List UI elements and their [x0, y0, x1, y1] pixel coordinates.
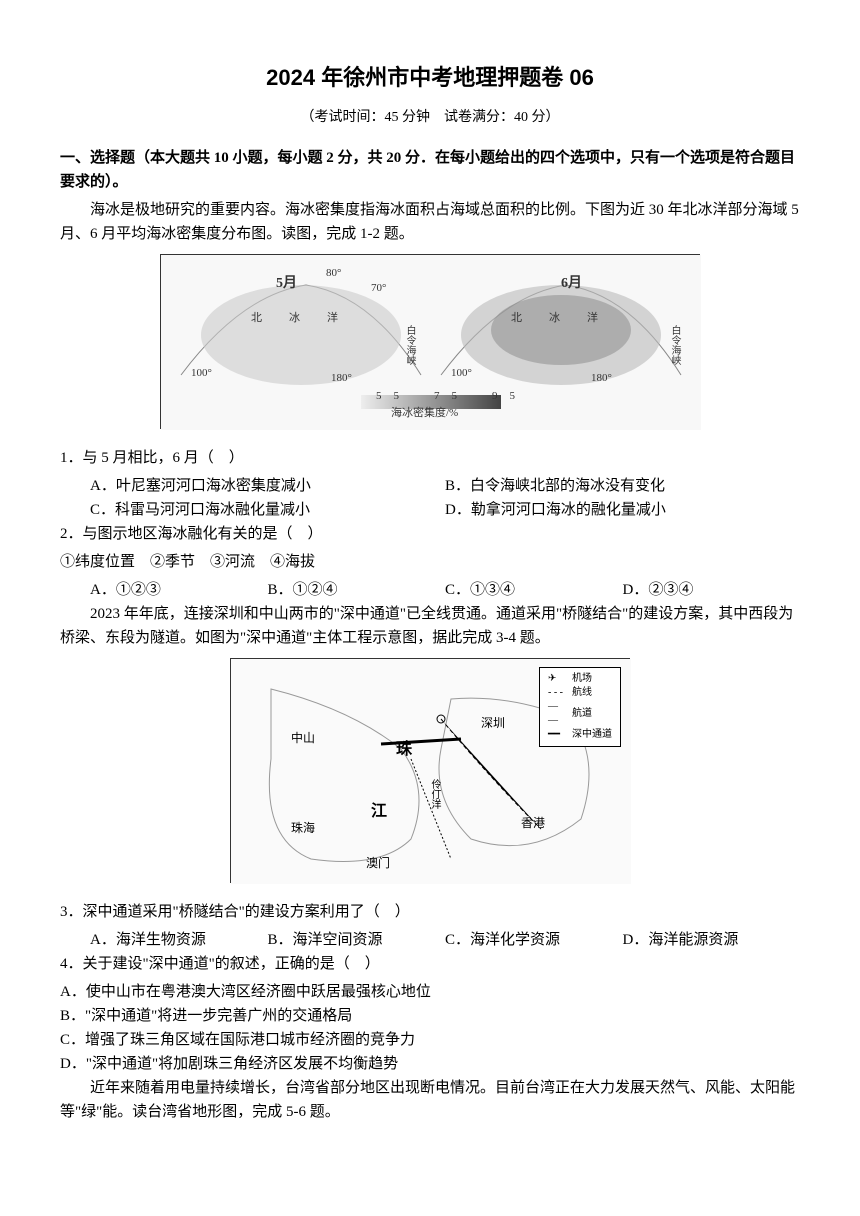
legend-airline-label: 航线: [572, 686, 592, 700]
q2-option-c: C．①③④: [445, 578, 623, 602]
q3-option-a: A．海洋生物资源: [90, 928, 268, 952]
q2-option-a: A．①②③: [90, 578, 268, 602]
fig1-lon-180-l: 180°: [331, 370, 352, 388]
fig1-month-june: 6月: [561, 273, 582, 295]
question-4: 4．关于建设"深中通道"的叙述，正确的是（ ）: [60, 952, 800, 976]
figure-1-container: 5月 6月 北 冰 洋 北 冰 洋 白令海峡 白令海峡 100° 180° 10…: [60, 254, 800, 438]
fig1-scale-label: 海冰密集度/%: [391, 405, 458, 423]
fig1-lon-100-l: 100°: [191, 365, 212, 383]
question-4-options: A．使中山市在粤港澳大湾区经济圈中跃居最强核心地位 B．"深中通道"将进一步完善…: [60, 980, 800, 1076]
question-3-options: A．海洋生物资源 B．海洋空间资源 C．海洋化学资源 D．海洋能源资源: [60, 928, 800, 952]
figure-1-sea-ice-map: 5月 6月 北 冰 洋 北 冰 洋 白令海峡 白令海峡 100° 180° 10…: [160, 254, 700, 429]
city-shenzhen: 深圳: [481, 714, 505, 733]
q1-option-d: D．勒拿河河口海冰的融化量减小: [445, 498, 800, 522]
q4-option-b: B．"深中通道"将进一步完善广州的交通格局: [60, 1004, 800, 1028]
q4-option-a: A．使中山市在粤港澳大湾区经济圈中跃居最强核心地位: [60, 980, 800, 1004]
fig1-ocean-right: 北 冰 洋: [511, 310, 606, 328]
fig1-scale-values: 55 75 95: [376, 388, 527, 406]
q3-option-b: B．海洋空间资源: [268, 928, 446, 952]
water-lingding: 伶仃洋: [426, 779, 442, 809]
figure-2-shenzhong-map: 中山 深圳 珠海 香港 澳门 珠 江 伶仃洋 ✈机场 - - -航线 — —航道…: [230, 658, 630, 883]
question-1: 1．与 5 月相比，6 月（ ）: [60, 446, 800, 470]
legend-airline: - - -航线: [548, 686, 612, 700]
fig1-strait-left: 白令海峡: [401, 325, 417, 365]
legend-airport-label: 机场: [572, 672, 592, 686]
q1-option-a: A．叶尼塞河河口海冰密集度减小: [90, 474, 445, 498]
question-1-options: A．叶尼塞河河口海冰密集度减小 B．白令海峡北部的海冰没有变化 C．科雷马河河口…: [60, 474, 800, 522]
exam-title: 2024 年徐州市中考地理押题卷 06: [60, 60, 800, 95]
question-2: 2．与图示地区海冰融化有关的是（ ）: [60, 522, 800, 546]
figure-2-legend: ✈机场 - - -航线 — —航道 ━━深中通道: [539, 667, 621, 747]
exam-subtitle: （考试时间：45 分钟 试卷满分：40 分）: [60, 107, 800, 129]
fig1-lon-100-r: 100°: [451, 365, 472, 383]
section-1-header: 一、选择题（本大题共 10 小题，每小题 2 分，共 20 分．在每小题给出的四…: [60, 146, 800, 194]
passage-2: 2023 年年底，连接深圳和中山两市的"深中通道"已全线贯通。通道采用"桥隧结合…: [60, 602, 800, 650]
fig1-lon-180-r: 180°: [591, 370, 612, 388]
passage-3: 近年来随着用电量持续增长，台湾省部分地区出现断电情况。目前台湾正在大力发展天然气…: [60, 1076, 800, 1124]
fig1-ocean-left: 北 冰 洋: [251, 310, 346, 328]
water-pearl: 珠: [396, 737, 412, 763]
legend-tunnel-label: 深中通道: [572, 728, 612, 742]
water-river: 江: [371, 799, 387, 825]
fig1-month-may: 5月: [276, 273, 297, 295]
fig1-strait-right: 白令海峡: [666, 325, 682, 365]
figure-2-container: 中山 深圳 珠海 香港 澳门 珠 江 伶仃洋 ✈机场 - - -航线 — —航道…: [60, 658, 800, 892]
city-zhuhai: 珠海: [291, 819, 315, 838]
q3-option-d: D．海洋能源资源: [623, 928, 801, 952]
question-2-items: ①纬度位置 ②季节 ③河流 ④海拔: [60, 550, 800, 574]
legend-tunnel: ━━深中通道: [548, 728, 612, 742]
city-macau: 澳门: [366, 854, 390, 873]
q1-option-b: B．白令海峡北部的海冰没有变化: [445, 474, 800, 498]
legend-shipping-label: 航道: [572, 707, 592, 721]
q4-option-c: C．增强了珠三角区域在国际港口城市经济圈的竞争力: [60, 1028, 800, 1052]
q2-option-d: D．②③④: [623, 578, 801, 602]
question-3: 3．深中通道采用"桥隧结合"的建设方案利用了（ ）: [60, 900, 800, 924]
city-hongkong: 香港: [521, 814, 545, 833]
passage-1: 海冰是极地研究的重要内容。海冰密集度指海冰面积占海域总面积的比例。下图为近 30…: [60, 198, 800, 246]
fig1-lat-80-l: 80°: [326, 265, 341, 283]
question-2-options: A．①②③ B．①②④ C．①③④ D．②③④: [60, 578, 800, 602]
legend-shipping: — —航道: [548, 700, 612, 728]
q4-option-d: D．"深中通道"将加剧珠三角经济区发展不均衡趋势: [60, 1052, 800, 1076]
fig1-lat-70-l: 70°: [371, 280, 386, 298]
q1-option-c: C．科雷马河河口海冰融化量减小: [90, 498, 445, 522]
city-zhongshan: 中山: [291, 729, 315, 748]
q3-option-c: C．海洋化学资源: [445, 928, 623, 952]
legend-airport: ✈机场: [548, 672, 612, 686]
q2-option-b: B．①②④: [268, 578, 446, 602]
